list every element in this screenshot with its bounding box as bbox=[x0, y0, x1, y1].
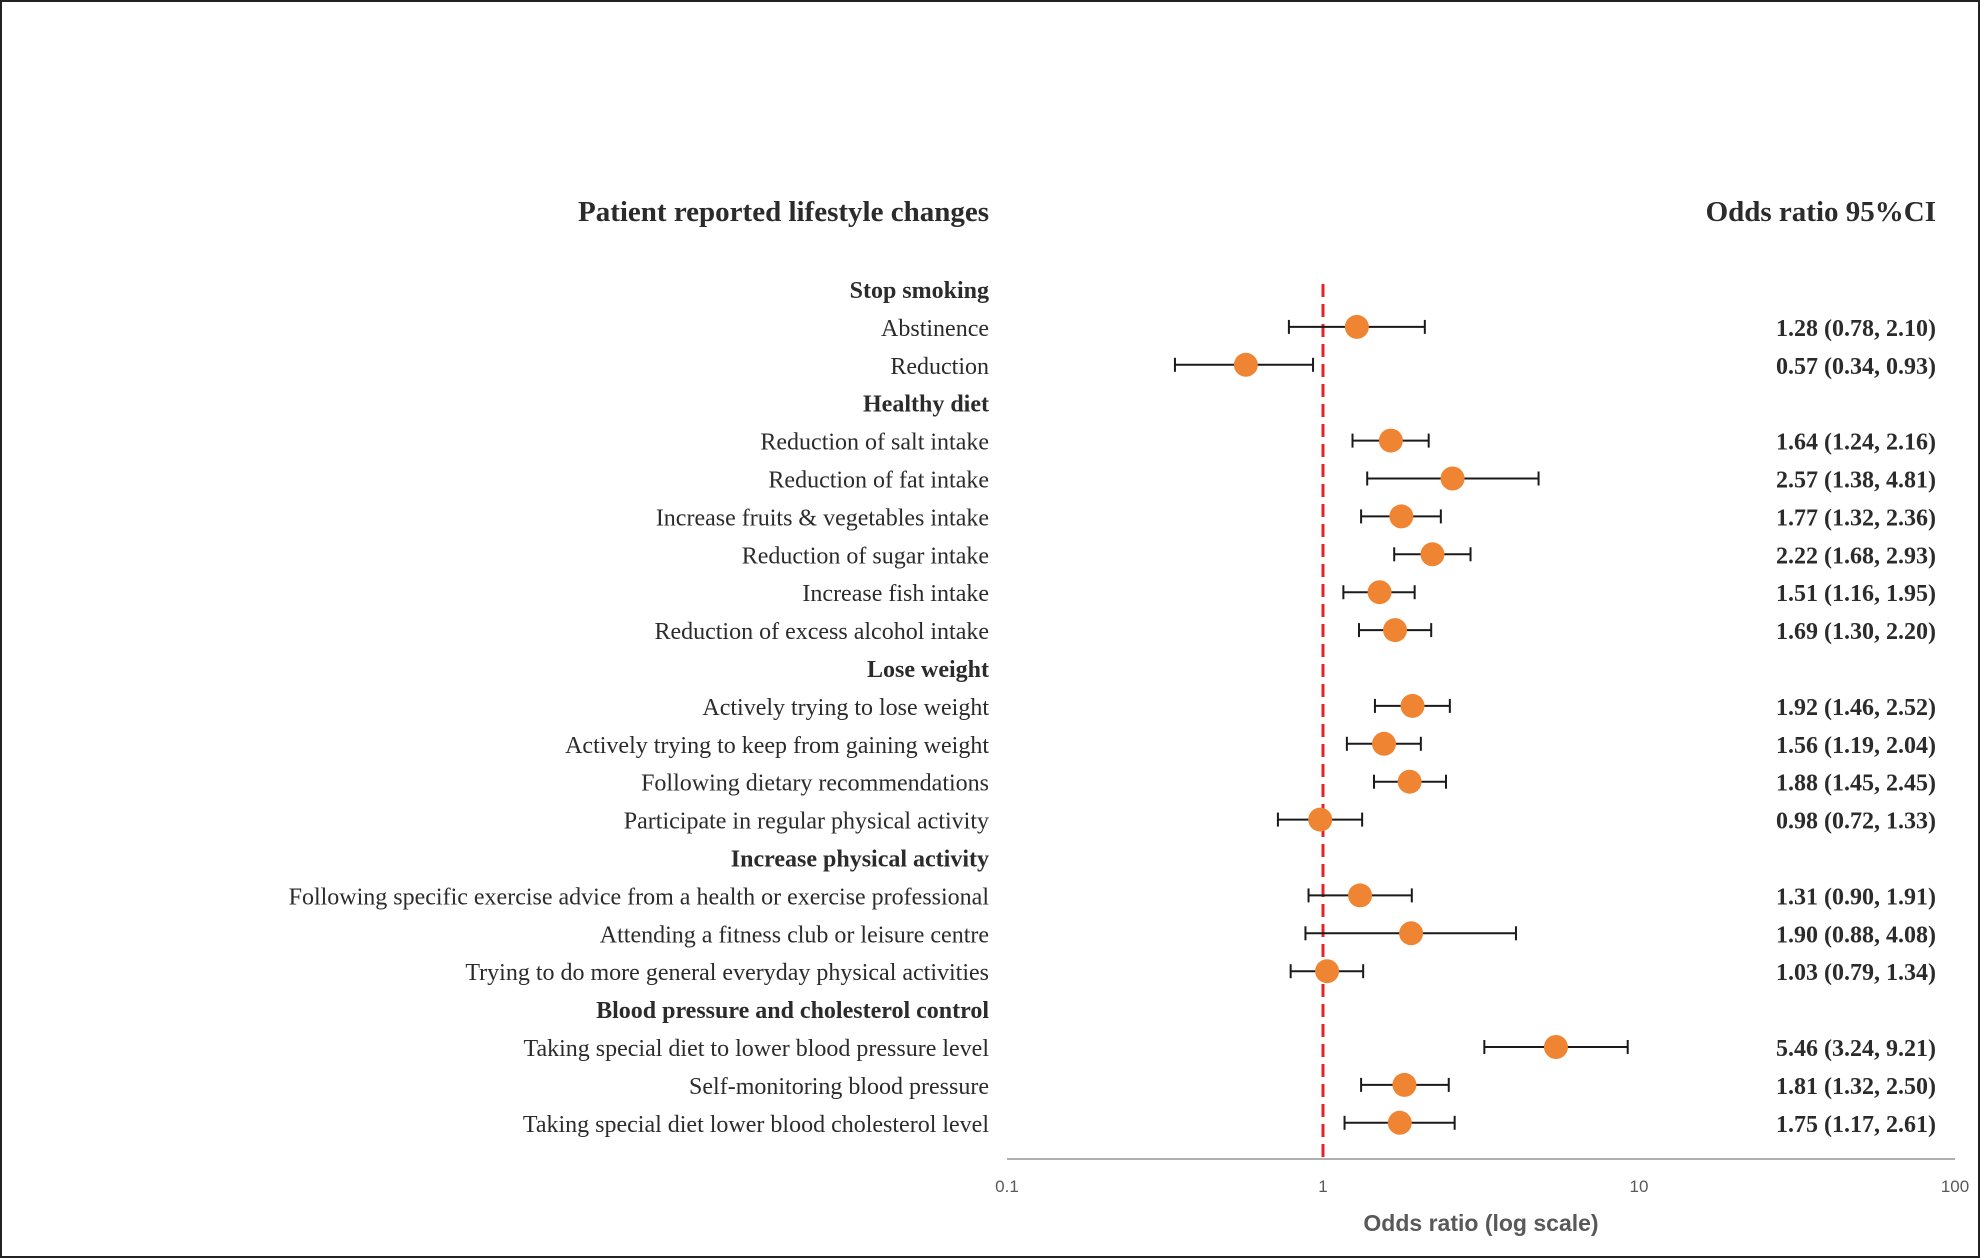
ci-text: 1.51 (1.16, 1.95) bbox=[1776, 581, 1936, 607]
row-label: Actively trying to keep from gaining wei… bbox=[565, 733, 989, 759]
row-labels: Stop smoking Abstinence Reduction Healthy d… bbox=[289, 278, 990, 1138]
odds-ratio-point bbox=[1344, 314, 1369, 339]
ci-text: 1.81 (1.32, 2.50) bbox=[1776, 1074, 1936, 1100]
group-header: Blood pressure and cholesterol control bbox=[596, 998, 989, 1024]
odds-ratio-point bbox=[1387, 1110, 1412, 1135]
left-column-header: Patient reported lifestyle changes bbox=[578, 196, 989, 228]
odds-ratio-point bbox=[1378, 428, 1403, 453]
x-tick-label: 1 bbox=[1318, 1177, 1327, 1196]
ci-text: 1.90 (0.88, 4.08) bbox=[1776, 922, 1936, 948]
group-header: Lose weight bbox=[867, 657, 989, 683]
row-label: Trying to do more general everyday physi… bbox=[465, 960, 989, 986]
odds-ratio-point bbox=[1399, 921, 1424, 946]
ci-text: 2.22 (1.68, 2.93) bbox=[1776, 543, 1936, 569]
row-label: Taking special diet lower blood choleste… bbox=[523, 1112, 990, 1138]
row-label: Participate in regular physical activity bbox=[624, 809, 989, 835]
ci-labels: 1.28 (0.78, 2.10) 0.57 (0.34, 0.93) 1.64 (… bbox=[1776, 316, 1936, 1138]
ci-text: 1.92 (1.46, 2.52) bbox=[1776, 695, 1936, 721]
row-label: Reduction of fat intake bbox=[768, 468, 989, 494]
ci-text: 1.75 (1.17, 2.61) bbox=[1776, 1112, 1936, 1138]
row-label: Reduction of sugar intake bbox=[742, 543, 989, 569]
row-label: Reduction of excess alcohol intake bbox=[654, 619, 989, 645]
odds-ratio-point bbox=[1389, 504, 1414, 529]
row-label: Following specific exercise advice from … bbox=[289, 884, 990, 910]
x-axis-ticks: 0.1 1 10 100 bbox=[995, 1177, 1969, 1196]
odds-ratio-point bbox=[1383, 618, 1408, 643]
row-label: Following dietary recommendations bbox=[641, 771, 989, 797]
odds-ratio-point bbox=[1348, 883, 1373, 908]
ci-text: 0.98 (0.72, 1.33) bbox=[1776, 809, 1936, 835]
row-label: Actively trying to lose weight bbox=[702, 695, 989, 721]
ci-text: 5.46 (3.24, 9.21) bbox=[1776, 1036, 1936, 1062]
row-label: Increase fruits & vegetables intake bbox=[656, 505, 989, 531]
odds-ratio-point bbox=[1392, 1072, 1417, 1097]
x-tick-label: 0.1 bbox=[995, 1177, 1019, 1196]
ci-text: 0.57 (0.34, 0.93) bbox=[1776, 354, 1936, 380]
ci-text: 1.69 (1.30, 2.20) bbox=[1776, 619, 1936, 645]
odds-ratio-point bbox=[1233, 352, 1258, 377]
ci-text: 2.57 (1.38, 4.81) bbox=[1776, 468, 1936, 494]
odds-ratio-point bbox=[1308, 807, 1333, 832]
odds-ratio-point bbox=[1372, 731, 1397, 756]
odds-ratio-point bbox=[1543, 1035, 1568, 1059]
odds-ratio-point bbox=[1397, 769, 1422, 794]
ci-text: 1.31 (0.90, 1.91) bbox=[1776, 884, 1936, 910]
row-label: Taking special diet to lower blood press… bbox=[523, 1036, 989, 1062]
group-header: Healthy diet bbox=[863, 392, 989, 418]
ci-text: 1.77 (1.32, 2.36) bbox=[1776, 505, 1936, 531]
row-label: Self-monitoring blood pressure bbox=[689, 1074, 989, 1100]
x-tick-label: 100 bbox=[1941, 1177, 1969, 1196]
odds-ratio-point bbox=[1420, 542, 1445, 567]
group-header: Stop smoking bbox=[850, 278, 989, 304]
ci-text: 1.56 (1.19, 2.04) bbox=[1776, 733, 1936, 759]
plot-area: 0.1 1 10 100 Odds ratio (log scale) bbox=[995, 284, 1969, 1236]
odds-ratio-points bbox=[1233, 314, 1568, 1135]
ci-text: 1.28 (0.78, 2.10) bbox=[1776, 316, 1936, 342]
row-label: Increase fish intake bbox=[802, 581, 989, 607]
ci-text: 1.88 (1.45, 2.45) bbox=[1776, 771, 1936, 797]
row-label: Attending a fitness club or leisure cent… bbox=[600, 922, 989, 948]
row-label: Abstinence bbox=[881, 316, 989, 342]
right-column-header: Odds ratio 95%CI bbox=[1706, 196, 1936, 228]
ci-text: 1.03 (0.79, 1.34) bbox=[1776, 960, 1936, 986]
x-tick-label: 10 bbox=[1630, 1177, 1649, 1196]
ci-text: 1.64 (1.24, 2.16) bbox=[1776, 430, 1936, 456]
row-label: Reduction bbox=[890, 354, 989, 380]
odds-ratio-point bbox=[1400, 693, 1425, 718]
odds-ratio-point bbox=[1440, 466, 1465, 491]
row-label: Reduction of salt intake bbox=[760, 430, 989, 456]
odds-ratio-point bbox=[1367, 580, 1392, 605]
odds-ratio-point bbox=[1315, 959, 1340, 984]
x-axis-label: Odds ratio (log scale) bbox=[1363, 1210, 1598, 1236]
group-header: Increase physical activity bbox=[731, 847, 989, 873]
